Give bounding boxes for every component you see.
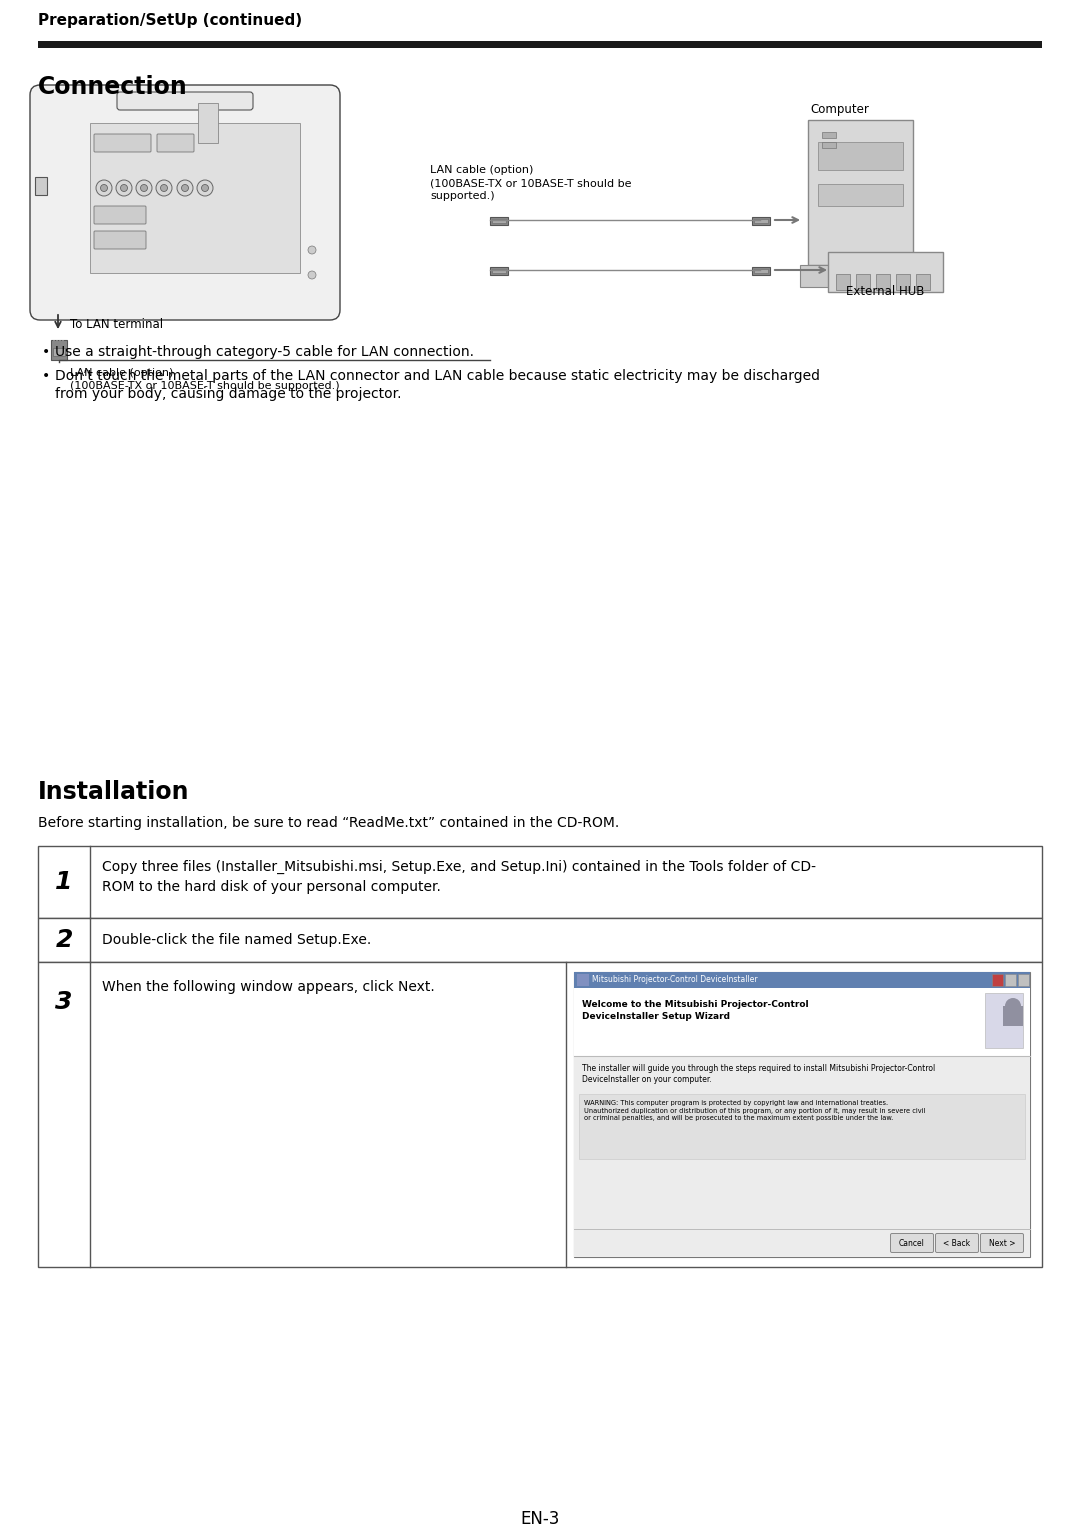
FancyBboxPatch shape bbox=[94, 231, 146, 249]
Bar bbox=[836, 274, 850, 290]
Text: •: • bbox=[42, 345, 51, 359]
Bar bbox=[828, 252, 943, 292]
FancyBboxPatch shape bbox=[30, 86, 340, 319]
Text: Welcome to the Mitsubishi Projector-Control
DeviceInstaller Setup Wizard: Welcome to the Mitsubishi Projector-Cont… bbox=[582, 999, 809, 1021]
Bar bbox=[573, 972, 1030, 1258]
Circle shape bbox=[136, 180, 152, 196]
Bar bbox=[818, 183, 903, 206]
FancyBboxPatch shape bbox=[891, 1233, 933, 1253]
Text: LAN cable (option)
(100BASE-TX or 10BASE-T should be
supported.): LAN cable (option) (100BASE-TX or 10BASE… bbox=[430, 165, 632, 202]
Text: Preparation/SetUp (continued): Preparation/SetUp (continued) bbox=[38, 14, 302, 28]
Bar bbox=[51, 341, 67, 361]
Text: Computer: Computer bbox=[810, 102, 869, 116]
Bar bbox=[1003, 1005, 1023, 1025]
Circle shape bbox=[177, 180, 193, 196]
Bar bbox=[876, 274, 890, 290]
Circle shape bbox=[121, 185, 127, 191]
Text: When the following window appears, click Next.: When the following window appears, click… bbox=[102, 979, 435, 995]
Bar bbox=[985, 993, 1023, 1048]
Text: Installation: Installation bbox=[38, 779, 189, 804]
Text: WARNING: This computer program is protected by copyright law and international t: WARNING: This computer program is protec… bbox=[584, 1100, 926, 1122]
Bar bbox=[56, 341, 58, 348]
Bar bbox=[754, 219, 768, 223]
Circle shape bbox=[181, 185, 189, 191]
Text: LAN cable (option)
(100BASE-TX or 10BASE-T should be supported.): LAN cable (option) (100BASE-TX or 10BASE… bbox=[70, 368, 339, 391]
Bar bbox=[573, 1056, 1030, 1258]
Text: Double-click the file named Setup.Exe.: Double-click the file named Setup.Exe. bbox=[102, 934, 372, 947]
Text: EN-3: EN-3 bbox=[521, 1510, 559, 1528]
Text: •: • bbox=[42, 368, 51, 384]
Text: Mitsubishi Projector-Control DeviceInstaller: Mitsubishi Projector-Control DeviceInsta… bbox=[592, 975, 758, 984]
Text: Before starting installation, be sure to read “ReadMe.txt” contained in the CD-R: Before starting installation, be sure to… bbox=[38, 816, 619, 830]
Bar bbox=[492, 269, 507, 274]
Circle shape bbox=[202, 185, 208, 191]
Circle shape bbox=[96, 180, 112, 196]
Bar bbox=[198, 102, 218, 144]
Bar bbox=[490, 217, 508, 225]
Circle shape bbox=[140, 185, 148, 191]
Bar bbox=[856, 274, 870, 290]
Bar bbox=[822, 142, 836, 148]
Circle shape bbox=[161, 185, 167, 191]
FancyBboxPatch shape bbox=[935, 1233, 978, 1253]
Bar bbox=[38, 963, 1042, 1267]
Bar bbox=[62, 341, 64, 348]
Circle shape bbox=[100, 185, 108, 191]
Circle shape bbox=[197, 180, 213, 196]
Circle shape bbox=[1005, 998, 1021, 1015]
Text: Connection: Connection bbox=[38, 75, 188, 99]
Bar bbox=[53, 341, 55, 348]
Text: Don’t touch the metal parts of the LAN connector and LAN cable because static el: Don’t touch the metal parts of the LAN c… bbox=[55, 368, 820, 402]
Bar bbox=[577, 973, 589, 986]
Text: 1: 1 bbox=[55, 869, 72, 894]
FancyBboxPatch shape bbox=[981, 1233, 1024, 1253]
Bar bbox=[53, 348, 65, 356]
Text: < Back: < Back bbox=[944, 1239, 971, 1247]
Bar bbox=[752, 217, 770, 225]
Text: Copy three files (Installer_Mitsubishi.msi, Setup.Exe, and Setup.Ini) contained : Copy three files (Installer_Mitsubishi.m… bbox=[102, 860, 816, 894]
Bar bbox=[896, 274, 910, 290]
Bar bbox=[59, 341, 60, 348]
Bar bbox=[573, 989, 1030, 1056]
Bar bbox=[490, 267, 508, 275]
Circle shape bbox=[156, 180, 172, 196]
Text: To LAN terminal: To LAN terminal bbox=[70, 318, 163, 332]
Bar bbox=[38, 918, 1042, 963]
Bar bbox=[752, 267, 770, 275]
Bar bbox=[818, 142, 903, 170]
Bar bbox=[808, 121, 913, 264]
Bar bbox=[1005, 973, 1016, 986]
Text: The installer will guide you through the steps required to install Mitsubishi Pr: The installer will guide you through the… bbox=[582, 1063, 935, 1083]
Text: 3: 3 bbox=[55, 990, 72, 1015]
Bar bbox=[822, 131, 836, 138]
FancyBboxPatch shape bbox=[94, 206, 146, 225]
Text: External HUB: External HUB bbox=[846, 286, 924, 298]
Circle shape bbox=[116, 180, 132, 196]
Text: Use a straight-through category-5 cable for LAN connection.: Use a straight-through category-5 cable … bbox=[55, 345, 474, 359]
FancyBboxPatch shape bbox=[94, 134, 151, 151]
Bar bbox=[754, 269, 768, 274]
Bar bbox=[573, 972, 1030, 989]
Circle shape bbox=[308, 270, 316, 280]
Bar bbox=[38, 847, 1042, 918]
Bar bbox=[1018, 973, 1029, 986]
Bar bbox=[993, 973, 1003, 986]
Bar bbox=[90, 122, 300, 274]
Text: 2: 2 bbox=[55, 927, 72, 952]
FancyBboxPatch shape bbox=[157, 134, 194, 151]
Text: Next >: Next > bbox=[989, 1239, 1015, 1247]
FancyBboxPatch shape bbox=[117, 92, 253, 110]
Bar bbox=[916, 274, 930, 290]
Bar bbox=[35, 177, 48, 196]
Text: Cancel: Cancel bbox=[899, 1239, 924, 1247]
Bar bbox=[579, 1094, 1025, 1160]
Circle shape bbox=[308, 246, 316, 254]
Bar bbox=[800, 264, 921, 287]
Bar bbox=[492, 219, 507, 223]
Bar bbox=[38, 41, 1042, 47]
